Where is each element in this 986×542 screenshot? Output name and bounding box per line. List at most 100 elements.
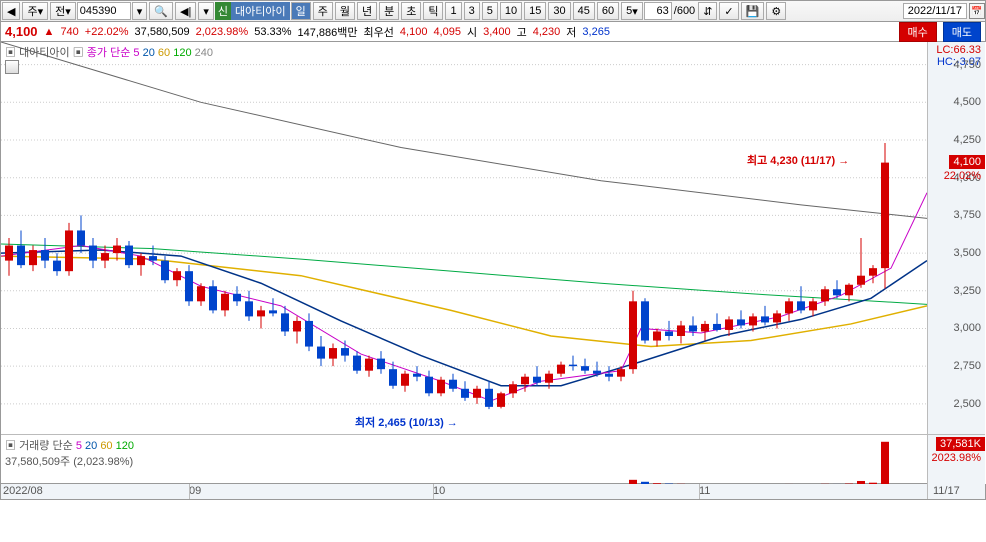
price-legend: ▣ 대아티아이 ▣ 종가 단순 5 20 60 120 240 (5, 44, 213, 74)
ask-price: 4,095 (433, 26, 461, 38)
legend-volume-title: 거래량 (19, 440, 49, 452)
info-bar: 4,100 ▲ 740 +22.02% 37,580,509 2,023.98%… (0, 22, 986, 42)
open-label: 시 (467, 24, 477, 40)
y-tick: 2,750 (953, 360, 981, 372)
x-tick: 11 (699, 485, 710, 497)
lc-tag: LC:66.33 (936, 44, 981, 56)
open-price: 3,400 (483, 26, 511, 38)
up-triangle-icon: ▲ (44, 26, 55, 38)
sell-button[interactable]: 매도 (943, 22, 981, 42)
legend-ma-label: 종가 단순 (87, 47, 131, 59)
volume-y-axis: 37,581K 2023.98% (927, 435, 985, 484)
legend-ma5: 5 (133, 47, 139, 59)
interval-30-button[interactable]: 30 (548, 2, 570, 20)
volume-tag1: 37,581K (936, 437, 985, 451)
bid-price: 4,100 (400, 26, 428, 38)
price-pane[interactable]: ▣ 대아티아이 ▣ 종가 단순 5 20 60 120 240 LC:66.33… (1, 42, 985, 434)
period-month-button[interactable]: 월 (335, 2, 355, 20)
search-icon[interactable]: 🔍 (149, 2, 173, 20)
volume-detail: 37,580,509주 (2,023.98%) (5, 456, 133, 468)
interval-60-button[interactable]: 60 (597, 2, 619, 20)
y-tick: 3,500 (953, 247, 981, 259)
search-dropdown-icon[interactable]: ▾ (132, 2, 148, 20)
legend-vol-ma-label: 단순 (53, 440, 73, 452)
tool-icon-2[interactable]: ✓ (719, 2, 738, 20)
y-tick: 3,250 (953, 285, 981, 297)
low-price: 3,265 (582, 26, 610, 38)
high-annotation: 최고 4,230 (11/17) → (747, 152, 849, 168)
period-tick-button[interactable]: 틱 (423, 2, 443, 20)
amount: 147,886백만 (298, 24, 358, 40)
price-y-axis: LC:66.33 HC:-3.07 4,7504,5004,2504,0003,… (927, 42, 985, 434)
amount-pct: 2,023.98% (196, 26, 249, 38)
interval-45-button[interactable]: 45 (573, 2, 595, 20)
volume-pane[interactable]: ▣ 거래량 단순 5 20 60 120 37,580,509주 (2,023.… (1, 434, 985, 484)
y-tick: 4,500 (953, 96, 981, 108)
low-annotation: 최저 2,465 (10/13) → (355, 414, 458, 430)
buy-button[interactable]: 매수 (899, 22, 937, 42)
legend-vol-ma120: 120 (116, 440, 134, 452)
calendar-icon[interactable]: 📅 (969, 3, 985, 19)
volume-chart-svg (1, 435, 927, 485)
current-price: 4,100 (5, 24, 38, 39)
interval-1-button[interactable]: 1 (445, 2, 461, 20)
legend-stock-name: ▣ 대아티아이 (5, 47, 70, 59)
x-tick: 09 (189, 485, 201, 497)
ratio: 53.33% (254, 26, 291, 38)
high-price: 4,230 (533, 26, 561, 38)
y-tick: 3,750 (953, 209, 981, 221)
current-price-pct-tag: 22.02% (940, 169, 985, 183)
chart-area: ▣ 대아티아이 ▣ 종가 단순 5 20 60 120 240 LC:66.33… (0, 42, 984, 484)
interval-right-button[interactable]: 5 ▾ (621, 2, 643, 20)
interval-15-button[interactable]: 15 (524, 2, 546, 20)
y-tick: 2,500 (953, 398, 981, 410)
legend-vol-ma60: 60 (100, 440, 112, 452)
range-from-input[interactable] (644, 2, 672, 20)
interval-10-button[interactable]: 10 (500, 2, 522, 20)
tool-icon-1[interactable]: ⇵ (698, 2, 717, 20)
price-chart-svg (1, 42, 927, 434)
volume-legend: ▣ 거래량 단순 5 20 60 120 37,580,509주 (2,023.… (5, 437, 134, 469)
x-tick: 10 (433, 485, 445, 497)
arrow-left-icon[interactable]: ◀ (2, 2, 20, 20)
range-to-label: /600 (672, 5, 697, 17)
interval-5-button[interactable]: 5 (482, 2, 498, 20)
x-tick: 11/17 (933, 485, 960, 497)
legend-vol-ma5: 5 (76, 440, 82, 452)
save-icon[interactable]: 💾 (741, 2, 765, 20)
period-sec-button[interactable]: 초 (401, 2, 421, 20)
current-price-tag: 4,100 (949, 155, 985, 169)
period-min-button[interactable]: 분 (379, 2, 399, 20)
y-tick: 3,000 (953, 322, 981, 334)
priority-label: 최우선 (364, 24, 394, 40)
sin-badge: 신 (215, 2, 231, 20)
x-axis: 2022/08 09 10 11 11/17 (0, 484, 986, 500)
main-toolbar: ◀ 주 ▾ 전 ▾ ▾ 🔍 ◀| ▾ 신 대아티아이 일 주 월 년 분 초 틱… (0, 0, 986, 22)
volume-value: 37,580,509 (135, 26, 190, 38)
period-day-button[interactable]: 일 (291, 2, 311, 20)
dropdown-period[interactable]: 주 ▾ (22, 2, 48, 20)
grid-icon[interactable] (5, 60, 19, 74)
high-label: 고 (517, 24, 527, 40)
stock-code-input[interactable] (77, 2, 131, 20)
legend-ma240: 240 (195, 47, 213, 59)
period-year-button[interactable]: 년 (357, 2, 377, 20)
settings-icon[interactable]: ⚙ (766, 2, 786, 20)
date-display[interactable]: 2022/11/17 (903, 3, 967, 19)
interval-3-button[interactable]: 3 (464, 2, 480, 20)
legend-ma20: 20 (143, 47, 155, 59)
price-change: 740 (60, 26, 78, 38)
y-tick: 4,750 (953, 59, 981, 71)
sound-icon[interactable]: ◀| (175, 2, 196, 20)
y-tick: 4,250 (953, 134, 981, 146)
stock-name-label: 대아티아이 (231, 2, 290, 20)
legend-vol-ma20: 20 (85, 440, 97, 452)
volume-tag2: 2023.98% (927, 451, 985, 465)
dropdown-prev[interactable]: 전 ▾ (50, 2, 76, 20)
divider-icon[interactable]: ▾ (198, 2, 214, 20)
price-change-pct: +22.02% (85, 26, 129, 38)
low-label: 저 (566, 24, 576, 40)
x-tick: 2022/08 (3, 485, 43, 497)
period-week-button[interactable]: 주 (313, 2, 333, 20)
legend-ma60: 60 (158, 47, 170, 59)
